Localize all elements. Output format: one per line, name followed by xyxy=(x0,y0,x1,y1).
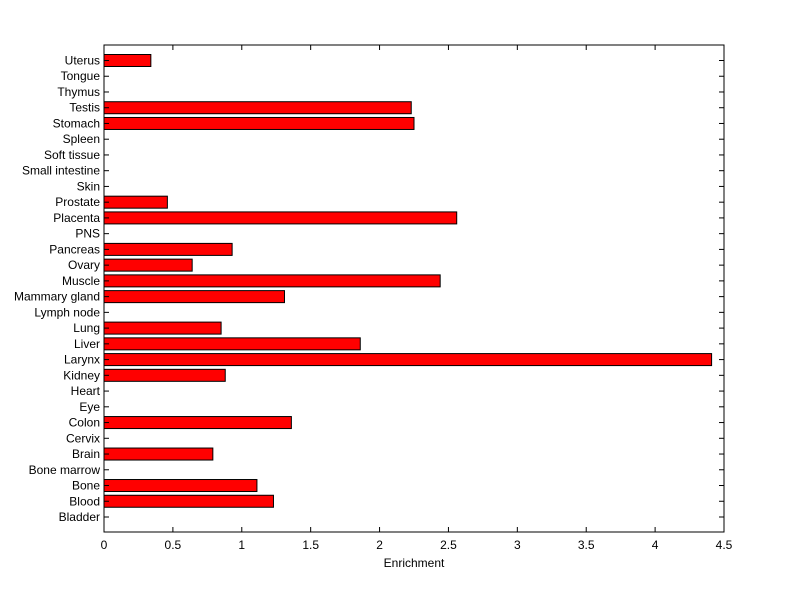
y-tick-label: Small intestine xyxy=(22,164,100,178)
x-axis-label: Enrichment xyxy=(384,556,445,570)
y-tick-label: Tongue xyxy=(61,69,101,83)
x-tick-label: 2.5 xyxy=(440,538,457,552)
y-tick-label: Heart xyxy=(71,384,101,398)
bar-testis xyxy=(103,101,412,115)
y-tick-label: Liver xyxy=(74,337,100,351)
bar-colon xyxy=(103,416,292,430)
bar-placenta xyxy=(103,211,458,225)
x-tick-label: 2 xyxy=(376,538,383,552)
y-tick-label: Colon xyxy=(69,416,100,430)
x-tick-label: 3 xyxy=(514,538,521,552)
y-tick-label: Cervix xyxy=(66,431,100,445)
y-tick-label: Testis xyxy=(69,101,100,115)
y-tick-label: Ovary xyxy=(68,258,100,272)
y-tick-label: Lymph node xyxy=(34,305,100,319)
x-tick-label: 0 xyxy=(101,538,108,552)
bar-larynx xyxy=(103,353,713,367)
bar-bone xyxy=(103,479,258,493)
bar-liver xyxy=(103,337,361,351)
y-tick-label: Larynx xyxy=(64,353,100,367)
y-tick-label: Prostate xyxy=(55,195,100,209)
bar-mammary-gland xyxy=(103,290,285,304)
y-tick-label: Thymus xyxy=(57,85,100,99)
y-tick-label: Eye xyxy=(79,400,100,414)
y-tick-label: PNS xyxy=(75,227,100,241)
y-tick-label: Skin xyxy=(77,179,100,193)
y-tick-label: Spleen xyxy=(63,132,100,146)
bar-pancreas xyxy=(103,242,233,256)
y-tick-label: Uterus xyxy=(65,54,100,68)
y-tick-label: Kidney xyxy=(63,368,100,382)
bar-kidney xyxy=(103,368,226,382)
x-tick-label: 4.5 xyxy=(716,538,733,552)
y-tick-label: Bone marrow xyxy=(29,463,101,477)
y-tick-label: Lung xyxy=(73,321,100,335)
y-tick-label: Blood xyxy=(69,494,100,508)
y-tick-label: Pancreas xyxy=(49,242,100,256)
y-tick-label: Mammary gland xyxy=(14,290,100,304)
bar-uterus xyxy=(103,54,152,67)
bar-brain xyxy=(103,447,214,461)
x-tick-label: 1 xyxy=(238,538,245,552)
bar-muscle xyxy=(103,274,441,288)
y-tick-label: Muscle xyxy=(62,274,100,288)
x-ticks: 0 0.5 1 1.5 2 2.5 3 3.5 4 4.5 xyxy=(101,45,733,552)
bar-prostate xyxy=(103,195,168,209)
x-tick-label: 1.5 xyxy=(302,538,319,552)
bar-stomach xyxy=(103,116,415,130)
bar-blood xyxy=(103,494,274,508)
x-tick-label: 3.5 xyxy=(578,538,595,552)
x-tick-label: 0.5 xyxy=(165,538,182,552)
y-tick-label: Bladder xyxy=(59,510,100,524)
y-tick-label: Bone xyxy=(72,479,100,493)
x-tick-label: 4 xyxy=(652,538,659,552)
bars xyxy=(103,54,713,508)
y-tick-label: Placenta xyxy=(53,211,100,225)
y-tick-label: Soft tissue xyxy=(44,148,100,162)
y-tick-label: Brain xyxy=(72,447,100,461)
bar-lung xyxy=(103,321,222,335)
bar-ovary xyxy=(103,258,193,272)
y-tick-label: Stomach xyxy=(53,116,100,130)
